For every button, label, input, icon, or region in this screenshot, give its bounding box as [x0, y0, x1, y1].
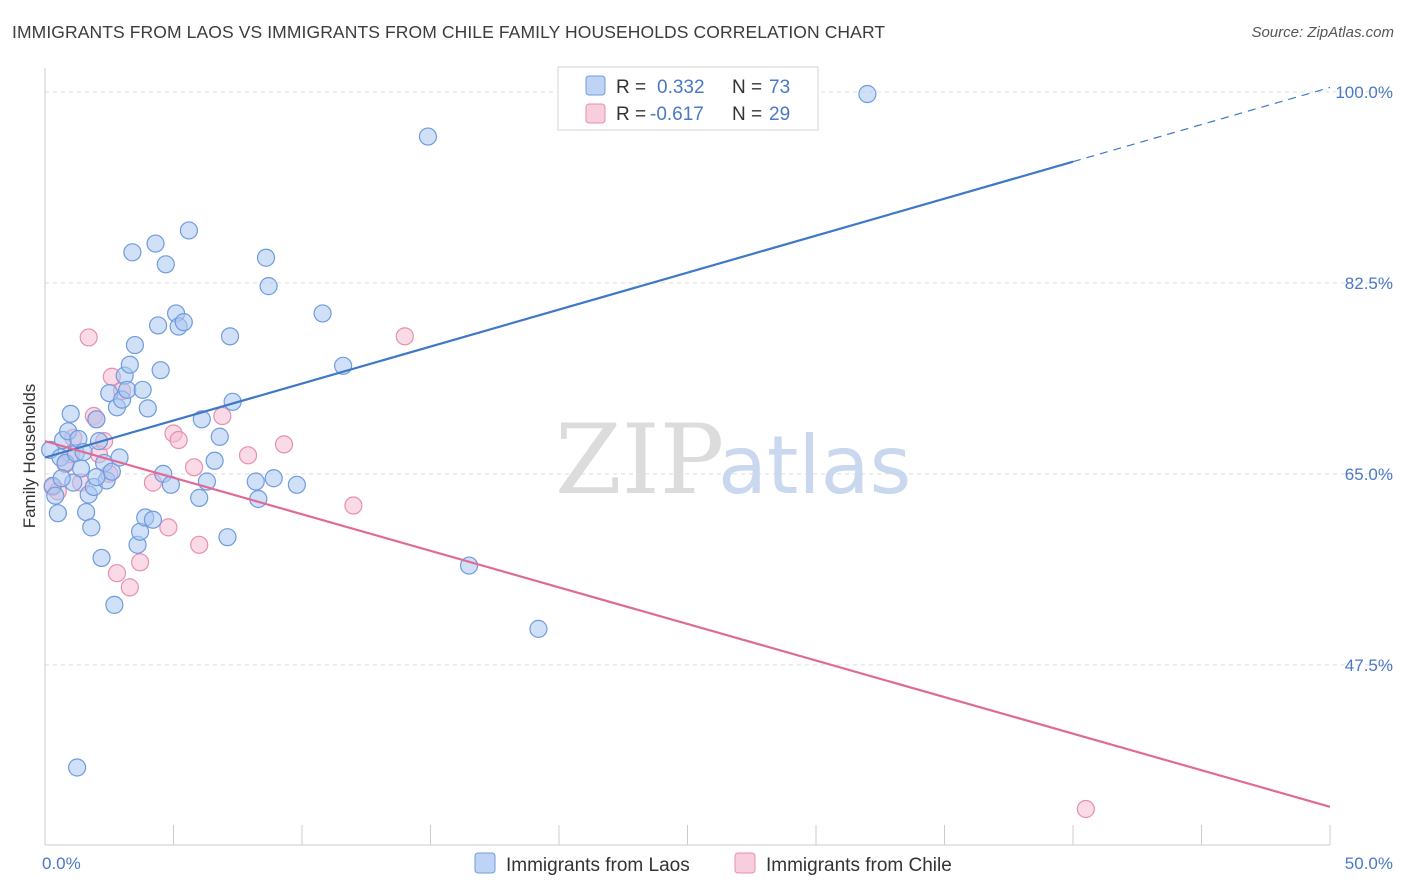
- laos-point-58: [249, 489, 268, 509]
- legend-r-label-laos: R =: [616, 77, 646, 98]
- trend-lines: [44, 86, 1331, 808]
- chile-point-18: [159, 518, 178, 537]
- laos-trend-line: [44, 160, 1074, 459]
- legend-n-label-chile: N =: [732, 104, 762, 125]
- legend-n-label-laos: N =: [732, 77, 762, 98]
- y-tick-label-2: 65.0%: [1345, 465, 1393, 484]
- legend-r-label-chile: R =: [616, 104, 646, 125]
- chile-points: [43, 327, 1095, 819]
- watermark-zip: ZIP: [555, 404, 724, 516]
- y-axis-label: Family Households: [20, 384, 39, 529]
- laos-point-20: [92, 548, 111, 568]
- y-tick-label-1: 82.5%: [1345, 274, 1393, 293]
- laos-point-67: [529, 619, 548, 638]
- laos-point-54: [218, 528, 237, 547]
- laos-point-57: [246, 472, 265, 491]
- chile-point-24: [238, 446, 258, 465]
- laos-point-63: [313, 304, 332, 323]
- y-tick-labels: 100.0% 82.5% 65.0% 47.5%: [1335, 83, 1393, 675]
- grid-lines: [45, 91, 1392, 666]
- watermark: ZIP atlas: [555, 404, 911, 516]
- legend-r-value-chile: -0.617: [650, 104, 704, 125]
- laos-point-65: [418, 127, 438, 146]
- chile-point-27: [395, 327, 414, 346]
- laos-point-31: [120, 355, 139, 374]
- y-tick-label-0: 100.0%: [1335, 83, 1393, 102]
- laos-point-37: [138, 399, 157, 418]
- laos-point-3: [48, 504, 67, 523]
- bottom-legend-laos: Immigrants from Laos: [506, 855, 690, 876]
- chile-point-20: [169, 430, 188, 450]
- source-label: Source: ZipAtlas.com: [1251, 24, 1394, 41]
- laos-point-50: [192, 410, 211, 429]
- legend-n-value-chile: 29: [769, 104, 790, 125]
- laos-point-53: [210, 427, 229, 446]
- laos-point-16: [82, 518, 101, 537]
- watermark-atlas: atlas: [718, 419, 911, 512]
- legend-r-value-laos: 0.332: [657, 77, 705, 98]
- laos-point-39: [146, 234, 165, 253]
- laos-points: [41, 84, 877, 777]
- bottom-legend-swatch-chile: [734, 852, 756, 874]
- laos-point-47: [174, 313, 193, 332]
- chile-point-13: [107, 564, 127, 583]
- laos-point-40: [148, 316, 168, 335]
- laos-point-55: [220, 327, 240, 346]
- chile-point-15: [120, 578, 139, 597]
- chile-point-28: [1076, 799, 1095, 819]
- laos-point-8: [61, 404, 80, 423]
- laos-point-62: [287, 475, 306, 494]
- laos-point-49: [190, 488, 209, 507]
- laos-point-12: [71, 459, 91, 478]
- chile-point-22: [190, 535, 209, 554]
- chile-point-25: [274, 435, 294, 454]
- bottom-legend-swatch-laos: [474, 852, 496, 874]
- laos-point-60: [259, 277, 278, 296]
- laos-point-14: [77, 502, 96, 522]
- laos-point-72: [87, 468, 106, 487]
- chart-title: IMMIGRANTS FROM LAOS VS IMMIGRANTS FROM …: [12, 22, 886, 42]
- laos-point-18: [87, 410, 106, 429]
- laos-point-61: [264, 469, 283, 488]
- series-legend: Immigrants from Laos Immigrants from Chi…: [474, 852, 952, 876]
- x-tick-label-min: 0.0%: [42, 854, 81, 873]
- x-tick-labels: 0.0% 50.0%: [42, 854, 1393, 873]
- laos-point-71: [133, 380, 152, 399]
- chile-point-21: [184, 458, 204, 477]
- laos-point-70: [52, 469, 71, 488]
- laos-point-69: [68, 758, 87, 777]
- chile-point-16: [130, 553, 150, 572]
- x-tick-label-max: 50.0%: [1345, 854, 1393, 873]
- laos-trend-extension: [1072, 86, 1331, 163]
- laos-point-52: [205, 451, 224, 470]
- laos-point-2: [46, 486, 65, 505]
- chile-point-23: [213, 406, 232, 426]
- legend-swatch-chile: [585, 103, 606, 124]
- laos-point-43: [156, 255, 175, 274]
- laos-point-32: [123, 243, 142, 262]
- bottom-legend-chile: Immigrants from Chile: [766, 855, 952, 876]
- chile-point-26: [344, 496, 363, 515]
- laos-point-25: [105, 595, 124, 614]
- laos-point-30: [118, 380, 137, 399]
- laos-point-59: [256, 248, 276, 267]
- laos-point-41: [151, 361, 170, 380]
- chile-trend-line: [44, 440, 1331, 808]
- legend-swatch-laos: [585, 75, 606, 96]
- y-tick-label-3: 47.5%: [1345, 656, 1393, 675]
- laos-point-48: [179, 221, 199, 240]
- legend-n-value-laos: 73: [769, 77, 790, 98]
- laos-point-33: [125, 335, 145, 355]
- chile-point-6: [79, 328, 98, 347]
- laos-point-68: [858, 84, 877, 104]
- correlation-legend: R = 0.332 N = 73 R = -0.617 N = 29: [557, 66, 819, 131]
- laos-point-38: [143, 510, 163, 529]
